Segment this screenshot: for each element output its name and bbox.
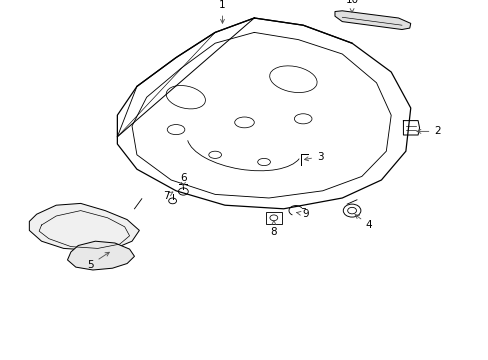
Text: 10: 10	[345, 0, 358, 12]
Polygon shape	[67, 241, 134, 270]
Text: 7: 7	[163, 191, 172, 201]
Text: 6: 6	[180, 173, 186, 186]
Text: 1: 1	[219, 0, 225, 23]
Text: 2: 2	[416, 126, 440, 136]
Text: 9: 9	[296, 209, 308, 219]
Text: 8: 8	[270, 221, 277, 237]
Bar	[265, 212, 281, 224]
Polygon shape	[334, 11, 410, 30]
Text: 4: 4	[354, 215, 372, 230]
Polygon shape	[29, 203, 139, 250]
Text: 5: 5	[87, 252, 109, 270]
Text: 3: 3	[304, 152, 323, 162]
